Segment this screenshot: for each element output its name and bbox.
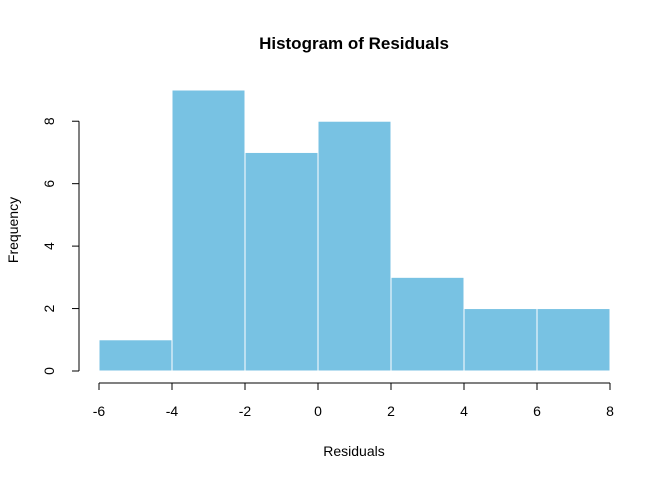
histogram-bar-6 — [536, 308, 611, 372]
x-tick-label-1: -4 — [166, 403, 179, 419]
histogram-bar-4 — [390, 276, 465, 372]
x-tick-label-6: 6 — [533, 403, 541, 419]
y-tick-label-3: 6 — [41, 180, 57, 188]
x-tick-label-5: 4 — [460, 403, 468, 419]
x-tick-label-3: 0 — [314, 403, 322, 419]
y-axis-title: Frequency — [5, 197, 21, 263]
x-axis: -6 -4 -2 0 2 4 6 8 — [93, 382, 614, 419]
y-tick-label-0: 0 — [41, 367, 57, 375]
x-axis-title: Residuals — [323, 443, 384, 459]
x-tick-label-0: -6 — [93, 403, 106, 419]
histogram-bar-1 — [171, 89, 246, 372]
histogram-bar-3 — [317, 120, 392, 372]
x-tick-label-7: 8 — [606, 403, 614, 419]
y-tick-label-4: 8 — [41, 117, 57, 125]
x-tick-label-2: -2 — [239, 403, 252, 419]
bars-group — [98, 89, 611, 372]
histogram-bar-5 — [463, 308, 538, 372]
chart-title: Histogram of Residuals — [259, 34, 449, 53]
histogram-bar-2 — [244, 151, 319, 372]
y-tick-label-1: 2 — [41, 304, 57, 312]
histogram-bar-0 — [98, 339, 173, 372]
x-tick-label-4: 2 — [387, 403, 395, 419]
y-axis: 0 2 4 6 8 — [41, 117, 80, 375]
y-tick-label-2: 4 — [41, 242, 57, 250]
